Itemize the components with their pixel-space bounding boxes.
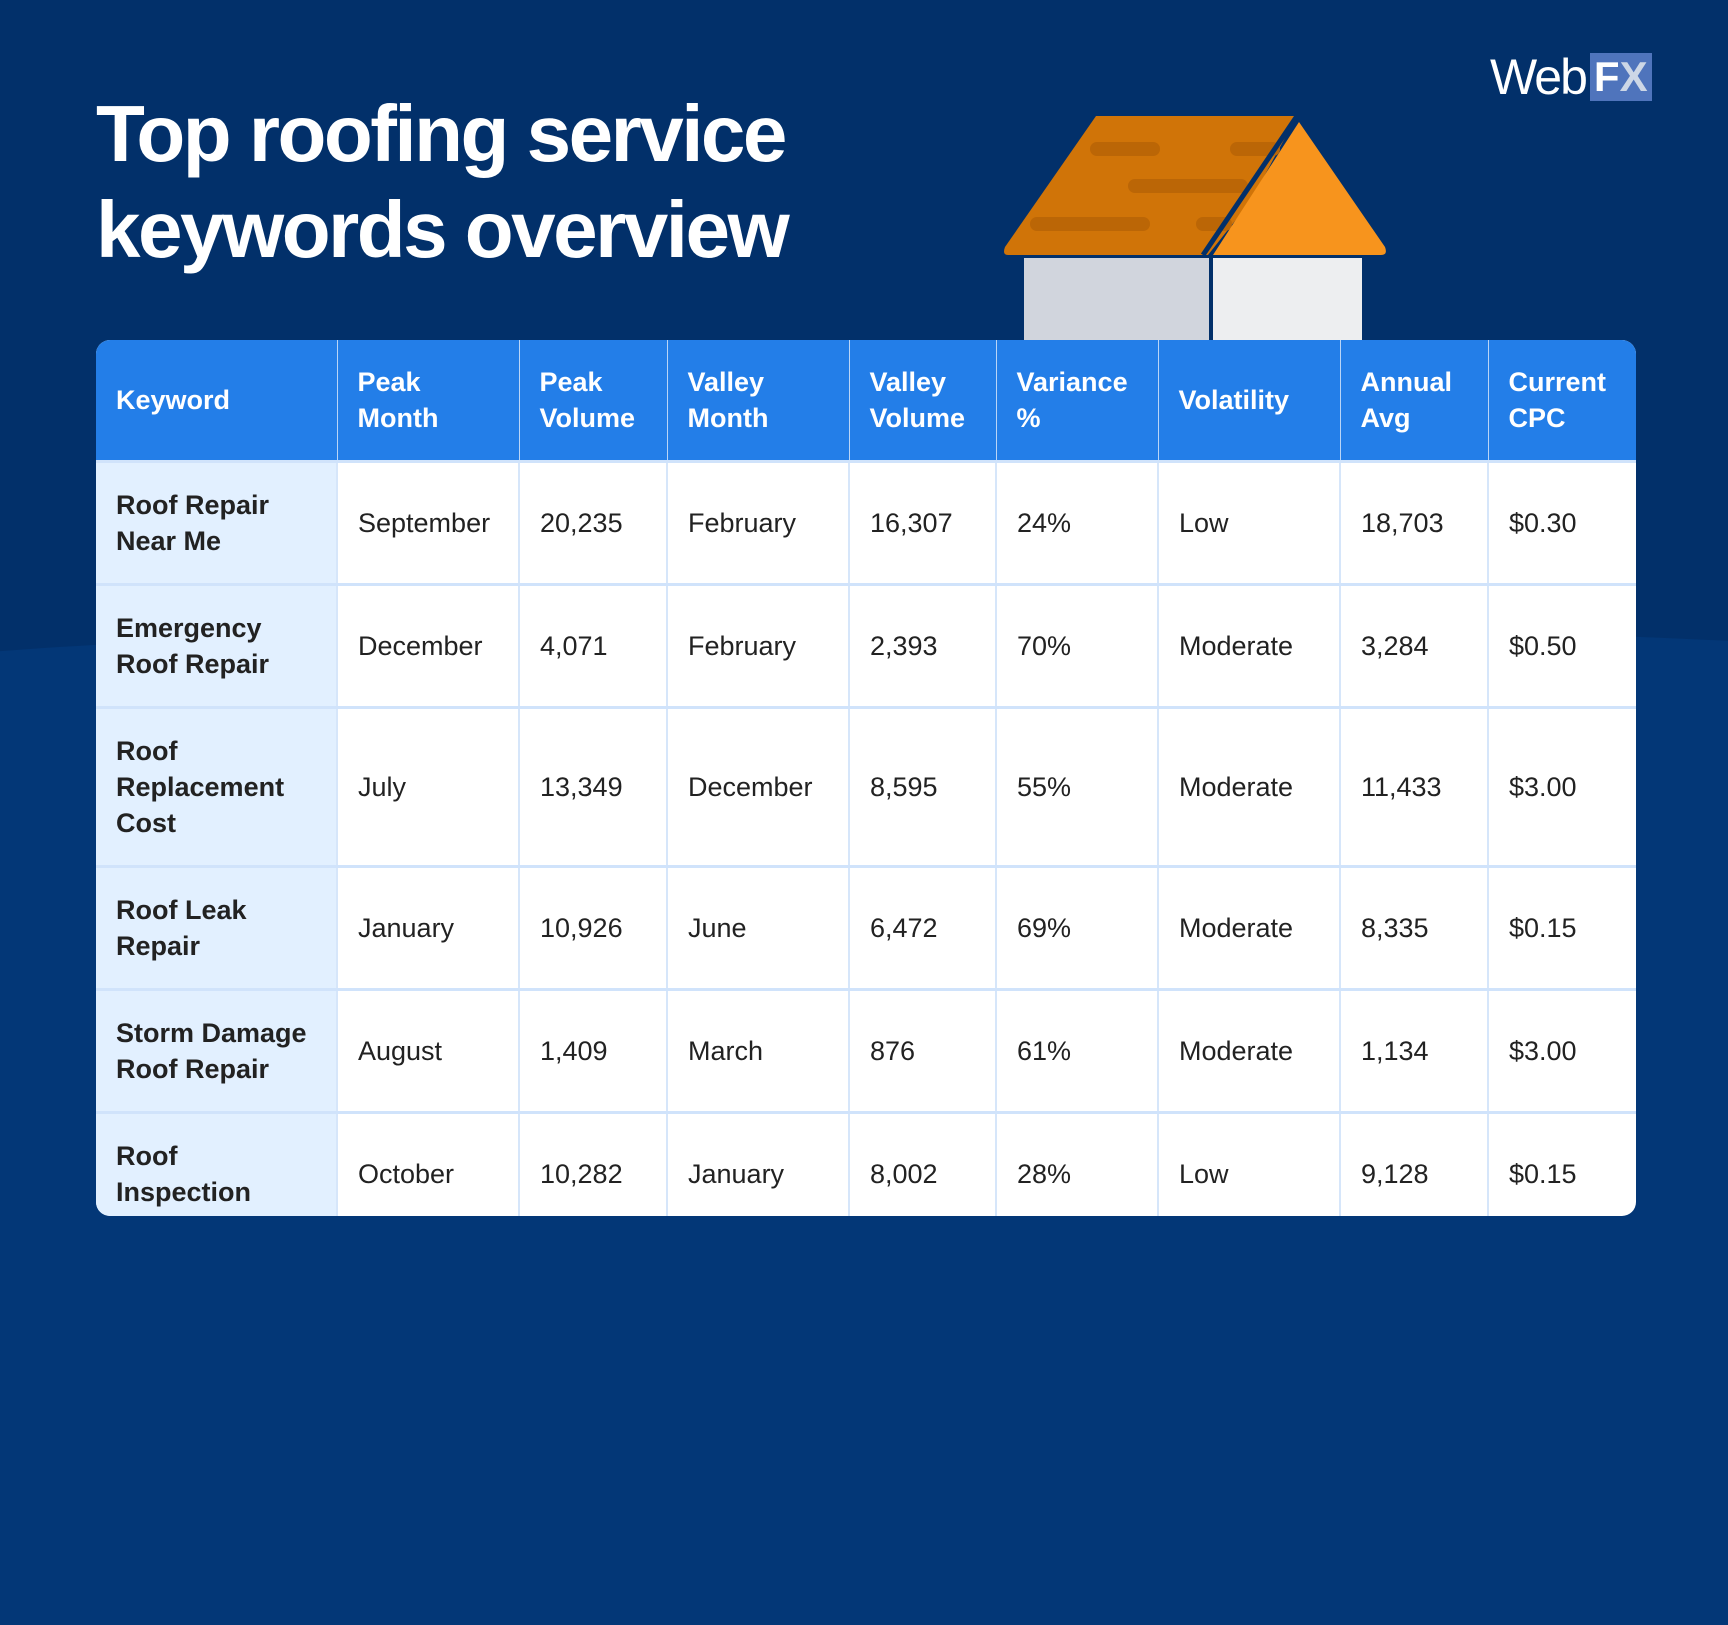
cell-volatility: Low (1157, 1111, 1340, 1216)
cell-volatility: Moderate (1157, 706, 1340, 867)
cell-annual-avg: 1,134 (1339, 988, 1488, 1113)
logo-web-text: Web (1490, 49, 1588, 105)
col-header-annual-avg[interactable]: Annual Avg (1339, 340, 1488, 462)
cell-peak-volume: 1,409 (518, 988, 667, 1113)
cell-peak-month: October (336, 1111, 519, 1216)
cell-cpc: $0.15 (1487, 1111, 1636, 1216)
table-row: Roof Inspection October 10,282 January 8… (96, 1111, 1636, 1216)
cell-variance: 70% (995, 583, 1158, 708)
col-header-variance[interactable]: Variance% (995, 340, 1158, 462)
table-row: Roof Replacement Cost July 13,349 Decemb… (96, 706, 1636, 867)
col-header-peak-volume[interactable]: Peak Volume (518, 340, 667, 462)
cell-valley-month: February (666, 583, 849, 708)
cell-peak-month: July (336, 706, 519, 867)
cell-keyword: Roof Repair Near Me (96, 460, 337, 585)
cell-cpc: $0.50 (1487, 583, 1636, 708)
cell-valley-month: March (666, 988, 849, 1113)
col-header-volatility[interactable]: Volatility (1157, 340, 1340, 462)
table-header-row: Keyword Peak Month Peak Volume Valley Month… (96, 340, 1636, 462)
cell-cpc: $3.00 (1487, 706, 1636, 867)
cell-valley-volume: 2,393 (848, 583, 996, 708)
title-line-2: keywords overview (96, 185, 790, 274)
logo-fx-box: FX (1589, 53, 1652, 101)
logo-x: X (1619, 53, 1648, 100)
col-header-keyword[interactable]: Keyword (96, 340, 337, 462)
cell-volatility: Moderate (1157, 988, 1340, 1113)
cell-keyword: Roof Leak Repair (96, 865, 337, 990)
cell-peak-month: September (336, 460, 519, 585)
logo-f: F (1593, 53, 1620, 100)
cell-keyword: Emergency Roof Repair (96, 583, 337, 708)
cell-valley-month: January (666, 1111, 849, 1216)
cell-peak-volume: 10,282 (518, 1111, 667, 1216)
cell-peak-month: January (336, 865, 519, 990)
cell-valley-month: February (666, 460, 849, 585)
cell-cpc: $0.15 (1487, 865, 1636, 990)
col-header-valley-volume[interactable]: Valley Volume (848, 340, 996, 462)
keywords-table: Keyword Peak Month Peak Volume Valley Month… (96, 340, 1636, 1216)
cell-variance: 28% (995, 1111, 1158, 1216)
cell-volatility: Moderate (1157, 865, 1340, 990)
cell-peak-volume: 13,349 (518, 706, 667, 867)
cell-annual-avg: 11,433 (1339, 706, 1488, 867)
table-row: Storm Damage Roof Repair August 1,409 Ma… (96, 988, 1636, 1113)
cell-volatility: Low (1157, 460, 1340, 585)
cell-peak-volume: 4,071 (518, 583, 667, 708)
col-header-current-cpc[interactable]: Current CPC (1487, 340, 1636, 462)
cell-valley-volume: 8,595 (848, 706, 996, 867)
cell-cpc: $3.00 (1487, 988, 1636, 1113)
cell-annual-avg: 9,128 (1339, 1111, 1488, 1216)
cell-peak-volume: 20,235 (518, 460, 667, 585)
cell-peak-month: August (336, 988, 519, 1113)
cell-valley-month: June (666, 865, 849, 990)
table-row: Roof Leak Repair January 10,926 June 6,4… (96, 865, 1636, 990)
title-line-1: Top roofing service (96, 89, 787, 178)
cell-cpc: $0.30 (1487, 460, 1636, 585)
cell-variance: 69% (995, 865, 1158, 990)
house-icon (1004, 114, 1386, 342)
cell-variance: 24% (995, 460, 1158, 585)
cell-peak-month: December (336, 583, 519, 708)
cell-variance: 61% (995, 988, 1158, 1113)
table-row: Emergency Roof Repair December 4,071 Feb… (96, 583, 1636, 708)
table-row: Roof Repair Near Me September 20,235 Feb… (96, 460, 1636, 585)
cell-annual-avg: 8,335 (1339, 865, 1488, 990)
cell-valley-volume: 16,307 (848, 460, 996, 585)
cell-annual-avg: 3,284 (1339, 583, 1488, 708)
cell-keyword: Storm Damage Roof Repair (96, 988, 337, 1113)
cell-peak-volume: 10,926 (518, 865, 667, 990)
cell-volatility: Moderate (1157, 583, 1340, 708)
cell-keyword: Roof Replacement Cost (96, 706, 337, 867)
cell-keyword: Roof Inspection (96, 1111, 337, 1216)
webfx-logo: Web FX (1490, 52, 1652, 102)
cell-variance: 55% (995, 706, 1158, 867)
page-title: Top roofing service keywords overview (96, 86, 916, 278)
cell-annual-avg: 18,703 (1339, 460, 1488, 585)
cell-valley-month: December (666, 706, 849, 867)
cell-valley-volume: 6,472 (848, 865, 996, 990)
cell-valley-volume: 876 (848, 988, 996, 1113)
cell-valley-volume: 8,002 (848, 1111, 996, 1216)
col-header-peak-month[interactable]: Peak Month (336, 340, 519, 462)
col-header-valley-month[interactable]: Valley Month (666, 340, 849, 462)
